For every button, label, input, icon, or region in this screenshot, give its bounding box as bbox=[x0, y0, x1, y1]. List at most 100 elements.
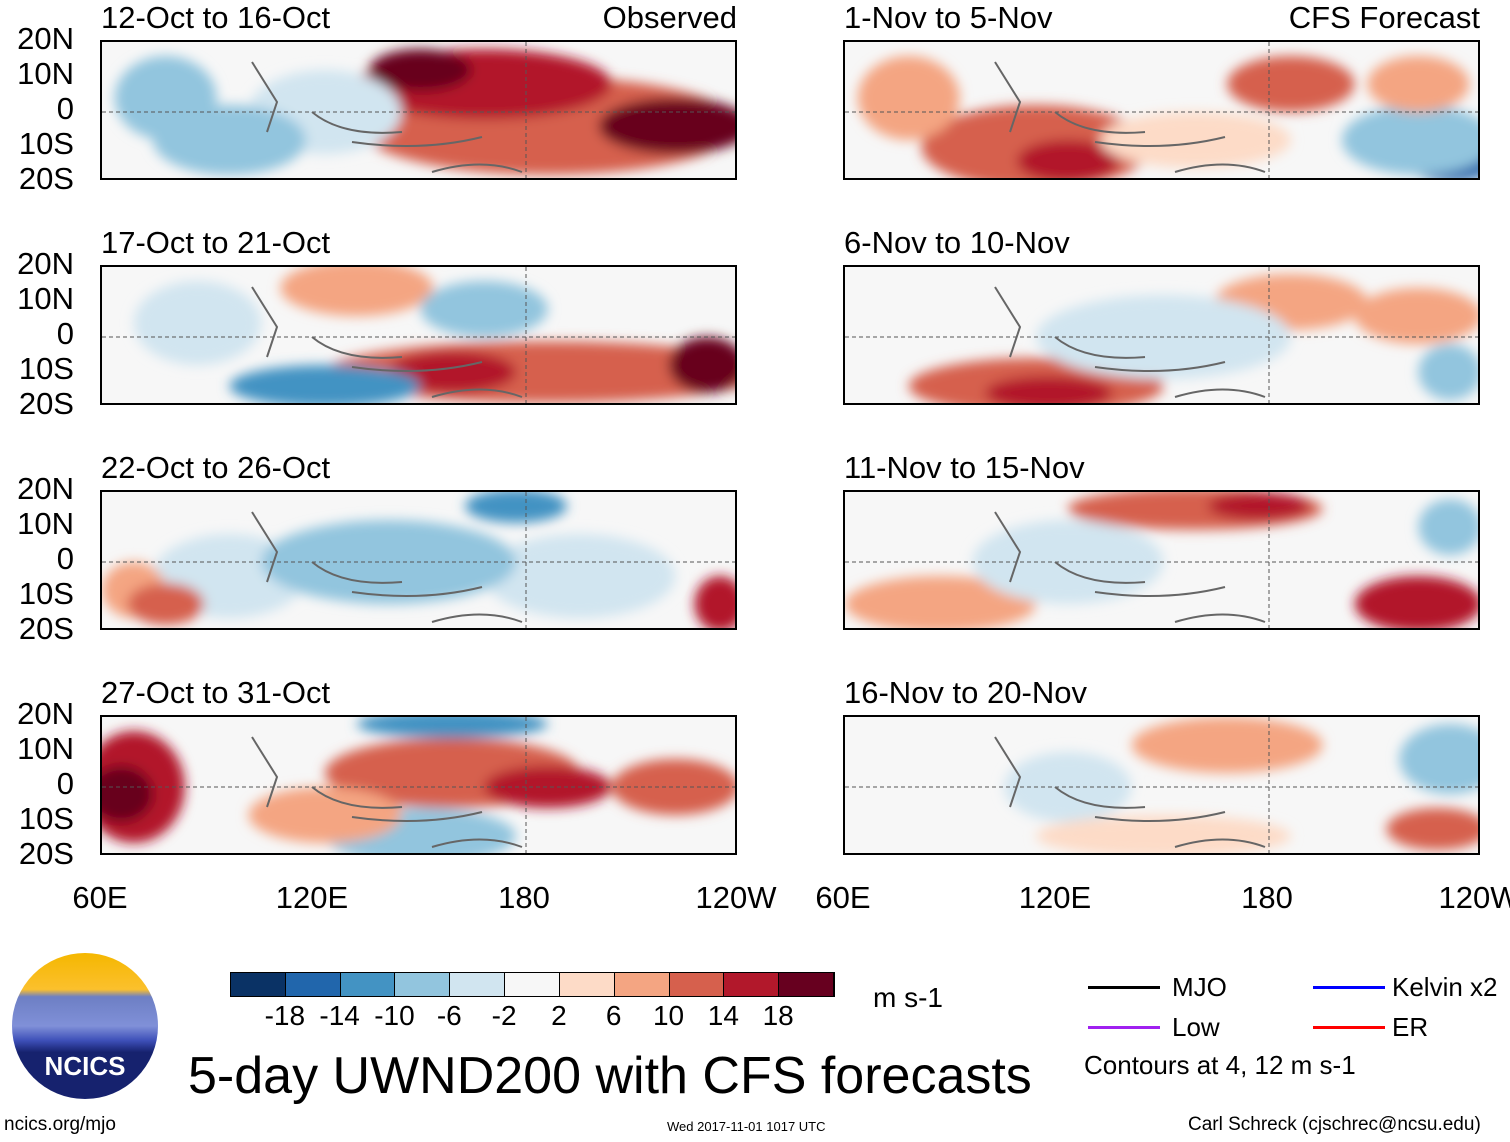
colorbar-swatch bbox=[724, 973, 780, 996]
y-tick-label: 20S bbox=[18, 611, 74, 646]
x-tick-label: 180 bbox=[1241, 880, 1293, 915]
anomaly-region bbox=[248, 787, 402, 843]
colorbar-label: 10 bbox=[652, 1000, 685, 1031]
anomaly-region bbox=[1367, 56, 1470, 112]
colorbar bbox=[230, 972, 835, 997]
map-panel bbox=[843, 40, 1480, 180]
y-tick-label: 10S bbox=[18, 801, 74, 836]
map-panel bbox=[100, 490, 737, 630]
anomaly-region bbox=[261, 520, 517, 604]
column-label: Observed bbox=[602, 0, 737, 35]
anomaly-region bbox=[420, 281, 548, 337]
x-tick-label: 120W bbox=[1438, 880, 1510, 915]
colorbar-label: -2 bbox=[491, 1000, 517, 1031]
y-tick-label: 20N bbox=[17, 21, 74, 56]
anomaly-region bbox=[845, 576, 1037, 628]
anomaly-region bbox=[668, 337, 735, 393]
colorbar-label: -10 bbox=[374, 1000, 415, 1031]
anomaly-region bbox=[694, 576, 735, 628]
y-tick-label: 20S bbox=[18, 161, 74, 196]
anomaly-region bbox=[1386, 808, 1478, 850]
colorbar-swatch bbox=[340, 973, 396, 996]
anomaly-region bbox=[484, 534, 676, 618]
coastline bbox=[251, 511, 523, 623]
panel-title: 16-Nov to 20-Nov bbox=[844, 675, 1087, 710]
anomaly-region bbox=[1341, 105, 1478, 175]
coastline bbox=[251, 736, 523, 848]
map-panel bbox=[843, 490, 1480, 630]
colorbar-swatch bbox=[450, 973, 506, 996]
x-tick-label: 60E bbox=[815, 880, 871, 915]
y-tick-label: 0 bbox=[56, 766, 74, 801]
y-tick-label: 20N bbox=[17, 471, 74, 506]
anomaly-region bbox=[152, 105, 306, 175]
panel-title: 6-Nov to 10-Nov bbox=[844, 225, 1070, 260]
colorbar-label: 2 bbox=[551, 1000, 567, 1031]
colorbar-swatch bbox=[285, 973, 341, 996]
y-tick-label: 0 bbox=[56, 541, 74, 576]
anomaly-region bbox=[985, 376, 1113, 403]
panel-title: 22-Oct to 26-Oct bbox=[101, 450, 331, 485]
map-panel bbox=[100, 40, 737, 180]
anomaly-region bbox=[1208, 492, 1311, 520]
anomaly-region bbox=[102, 766, 153, 822]
coastline bbox=[994, 736, 1266, 848]
anomaly-region bbox=[1099, 112, 1291, 168]
anomaly-region bbox=[1004, 752, 1132, 822]
anomaly-region bbox=[465, 492, 567, 523]
anomaly-region bbox=[1017, 140, 1119, 178]
colorbar-swatch bbox=[559, 973, 615, 996]
anomaly-region bbox=[356, 717, 548, 738]
anomaly-region bbox=[229, 365, 421, 403]
panel-title: 17-Oct to 21-Oct bbox=[101, 225, 331, 260]
panel-title: 12-Oct to 16-Oct bbox=[101, 0, 331, 35]
legend-kelvin: Kelvin x2 bbox=[1392, 972, 1498, 1002]
x-tick-label: 120W bbox=[695, 880, 777, 915]
colorbar-swatch bbox=[505, 973, 560, 996]
anomaly-region bbox=[484, 766, 612, 808]
y-tick-label: 10N bbox=[17, 56, 74, 91]
y-tick-label: 10N bbox=[17, 506, 74, 541]
panel-title: 11-Nov to 15-Nov bbox=[844, 450, 1085, 485]
anomaly-region bbox=[1131, 717, 1323, 773]
coastline bbox=[994, 511, 1266, 623]
anomaly-region bbox=[280, 267, 434, 316]
map-panel bbox=[843, 715, 1480, 855]
ncics-logo: NCICS bbox=[12, 953, 158, 1099]
map-panel bbox=[100, 715, 737, 855]
coastline bbox=[251, 286, 523, 398]
url-link[interactable]: ncics.org/mjo bbox=[4, 1114, 116, 1135]
colorbar-label: 14 bbox=[707, 1000, 739, 1031]
y-tick-label: 20N bbox=[17, 696, 74, 731]
anomaly-region bbox=[127, 583, 204, 625]
anomaly-region bbox=[1227, 56, 1355, 112]
x-tick-label: 120E bbox=[1018, 880, 1092, 915]
column-label: CFS Forecast bbox=[1288, 0, 1480, 35]
anomaly-region bbox=[388, 351, 517, 393]
coastline bbox=[994, 286, 1266, 398]
anomaly-region bbox=[1399, 724, 1478, 794]
y-tick-label: 0 bbox=[56, 91, 74, 126]
timestamp: Wed 2017-11-01 1017 UTC bbox=[667, 1119, 826, 1134]
y-tick-label: 20N bbox=[17, 246, 74, 281]
colorbar-label: 6 bbox=[605, 1000, 622, 1031]
logo-text: NCICS bbox=[44, 1051, 126, 1081]
colorbar-swatch bbox=[669, 973, 725, 996]
anomaly-region bbox=[1036, 815, 1291, 853]
y-tick-label: 10N bbox=[17, 281, 74, 316]
legend-low: Low bbox=[1172, 1012, 1220, 1042]
y-tick-label: 10N bbox=[17, 731, 74, 766]
colorbar-label: -14 bbox=[319, 1000, 360, 1031]
map-panel bbox=[100, 265, 737, 405]
legend-er: ER bbox=[1392, 1012, 1429, 1042]
y-tick-label: 10S bbox=[18, 126, 74, 161]
figure-title: 5-day UWND200 with CFS forecasts bbox=[188, 1047, 1032, 1105]
anomaly-region bbox=[611, 759, 735, 815]
coastline bbox=[994, 61, 1266, 173]
map-panel bbox=[843, 265, 1480, 405]
y-tick-label: 0 bbox=[56, 316, 74, 351]
anomaly-region bbox=[133, 281, 262, 365]
anomaly-region bbox=[1418, 499, 1478, 555]
anomaly-region bbox=[1354, 288, 1478, 344]
